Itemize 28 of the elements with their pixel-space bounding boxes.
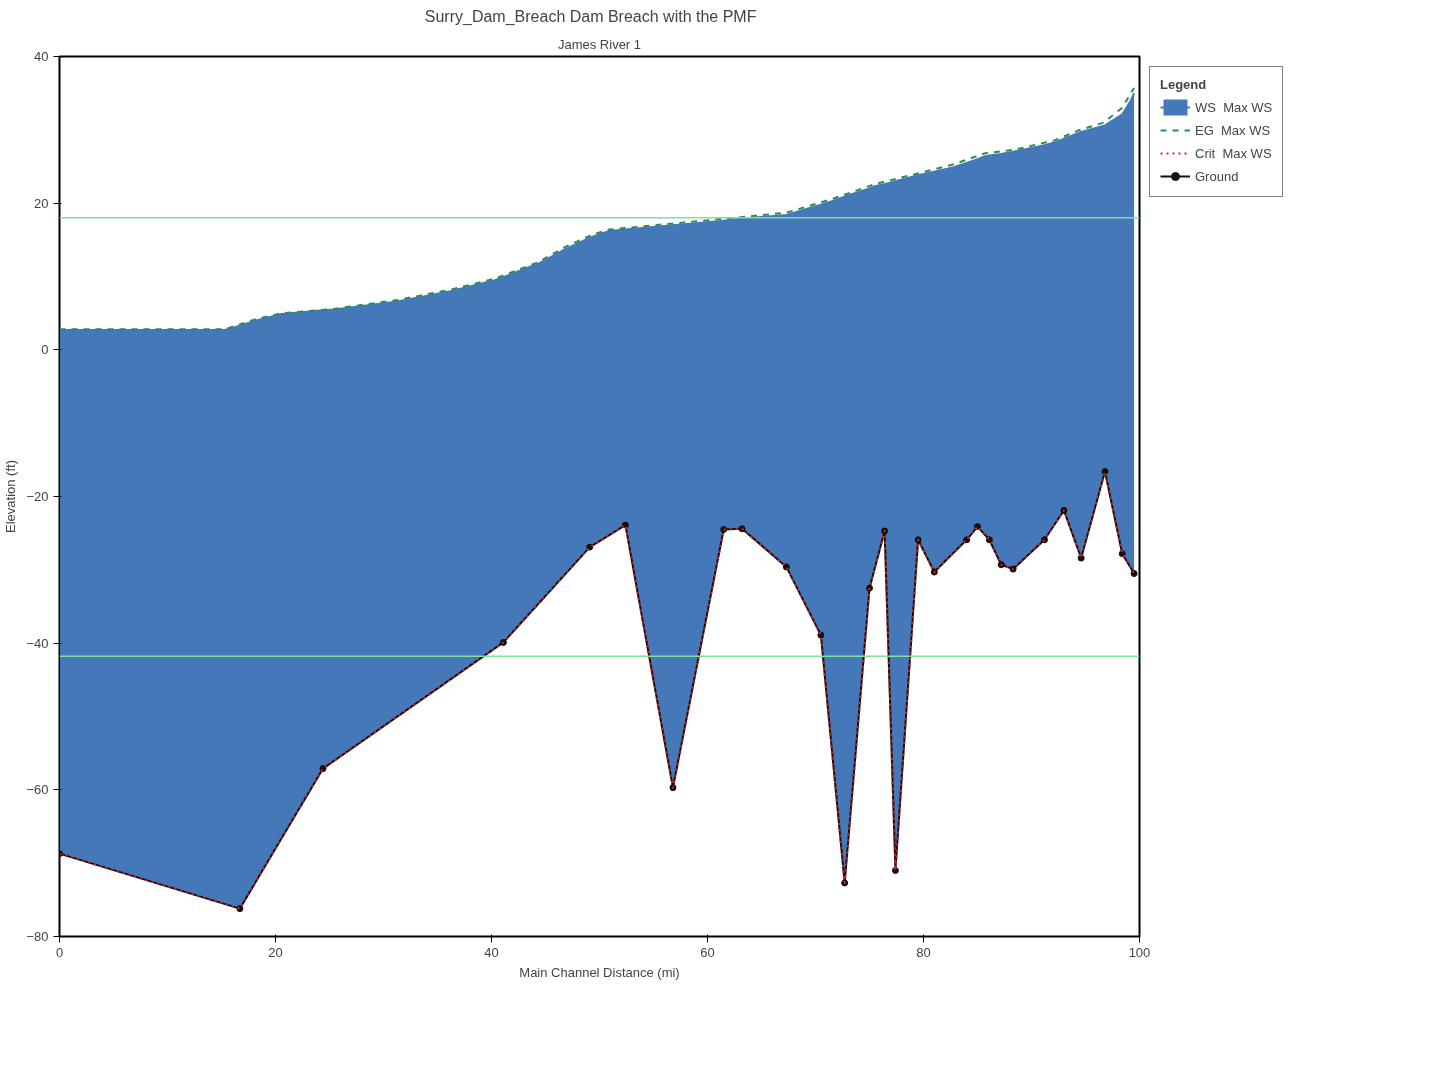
point — [782, 563, 790, 571]
x-tick-label: 100 — [1128, 944, 1151, 960]
y-tick-label: −60 — [26, 782, 49, 798]
point — [963, 536, 971, 544]
legend-title: Legend — [1160, 77, 1208, 92]
legend-label: Ground — [1195, 168, 1239, 184]
x-axis-title: Main Channel Distance (mi) — [519, 964, 680, 980]
chart-title: Surry_Dam_Breach Dam Breach with the PMF — [424, 7, 757, 26]
y-tick-label: 40 — [34, 49, 49, 64]
y-tick-label: −80 — [26, 929, 49, 944]
point — [891, 867, 899, 874]
x-tick-label: 60 — [700, 944, 715, 960]
x-tick-label: 0 — [55, 944, 64, 960]
legend-label: WS Max WS — [1195, 99, 1273, 115]
point — [621, 521, 629, 529]
text: James River 1 — [557, 36, 642, 52]
legend-label: Crit Max WS — [1195, 145, 1272, 161]
x-tick-label: 80 — [916, 944, 931, 960]
y-tick-label: −40 — [26, 635, 49, 651]
y-tick-label: −20 — [26, 489, 49, 504]
y-axis-title: Elevation (ft) — [3, 460, 19, 533]
y-tick-label: 0 — [41, 342, 49, 358]
point — [586, 543, 594, 551]
line-series — [59, 87, 1136, 331]
x-tick-label: 40 — [484, 944, 499, 960]
y-tick-label: 20 — [34, 195, 49, 211]
legend-label: EG Max WS — [1195, 122, 1271, 138]
x-tick-label: 20 — [268, 944, 283, 960]
